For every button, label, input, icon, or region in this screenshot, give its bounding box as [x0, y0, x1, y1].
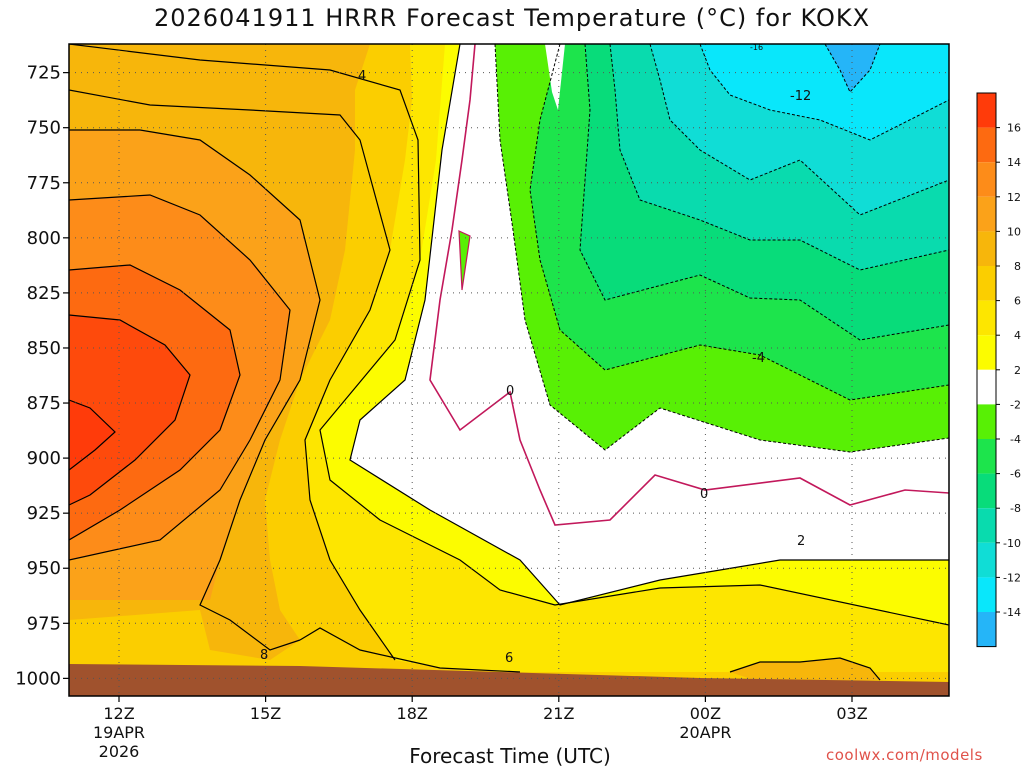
- contour-label-m12: -12: [790, 89, 811, 104]
- isotherm-10: [69, 194, 291, 561]
- contour-fills: [69, 44, 949, 696]
- y-tick-label: 900: [27, 448, 61, 469]
- isotherm-4: [69, 44, 949, 626]
- x-tick-label: 21Z: [543, 704, 574, 723]
- colorbar-label: -10: [1003, 537, 1021, 550]
- colorbar-swatch: [977, 612, 996, 647]
- y-tick-label: 850: [27, 338, 61, 359]
- fill-16-18: [69, 315, 190, 505]
- grid-lines: [69, 44, 949, 696]
- x-tick-sublabel: 19APR: [93, 723, 145, 742]
- y-tick-label: 775: [27, 173, 61, 194]
- colorbar-swatch: [977, 335, 996, 370]
- colorbar-label: 8: [1014, 260, 1021, 273]
- credit-text: coolwx.com/models: [826, 746, 983, 764]
- contour-label-m16: -16: [750, 43, 763, 52]
- contour-label-group: 4 -12 0 -4 0 2 8 6 -16: [260, 43, 811, 666]
- contour-label-8: 8: [260, 648, 268, 663]
- contour-label-0-upper: 0: [506, 384, 514, 399]
- contour-label-6: 6: [505, 651, 513, 666]
- y-tick-label: 925: [27, 503, 61, 524]
- y-tick-label: 975: [27, 613, 61, 634]
- colorbar-label: 14: [1007, 156, 1021, 169]
- isotherm-8: [69, 129, 321, 651]
- isotherm-m14: [824, 44, 881, 93]
- isotherm-m2: [494, 44, 949, 453]
- y-tick-label: 950: [27, 558, 61, 579]
- fill-bump: [730, 658, 880, 682]
- x-tick-label: 12Z: [103, 704, 134, 723]
- contour-label-2: 2: [797, 534, 805, 549]
- x-tick-label: 18Z: [397, 704, 428, 723]
- colorbar-swatch: [977, 300, 996, 336]
- colorbar-swatch: [977, 473, 996, 509]
- x-tick-label: 15Z: [250, 704, 281, 723]
- fill-m12-m10: [700, 44, 949, 140]
- isotherm-m12: [699, 44, 949, 141]
- chart-title: 2026041911 HRRR Forecast Temperature (°C…: [153, 4, 871, 32]
- colorbar-label: -2: [1010, 398, 1021, 411]
- isotherm-0: [429, 44, 949, 526]
- isotherm-sliver: [458, 230, 471, 291]
- colorbar-label: -14: [1003, 606, 1021, 619]
- isotherm-m6: [579, 44, 949, 341]
- colorbar-label: -4: [1010, 433, 1021, 446]
- fill-notch: [545, 44, 565, 110]
- colorbar-swatch: [977, 508, 996, 543]
- x-tick-label: 03Z: [836, 704, 867, 723]
- isotherm-14: [69, 314, 191, 506]
- colorbar-swatch: [977, 231, 996, 266]
- x-tick-sublabel: 20APR: [679, 723, 731, 742]
- colorbar-label: -6: [1010, 468, 1021, 481]
- isotherm-2: [349, 44, 949, 606]
- colorbar-swatch: [977, 93, 996, 128]
- y-axis: 725 750 775 800 825 850 875 900 925 950 975 1000: [15, 63, 69, 689]
- ground-fill: [69, 664, 949, 696]
- isotherm-m10: [649, 44, 949, 216]
- colorbar-label: 2: [1014, 364, 1021, 377]
- y-tick-label: 825: [27, 283, 61, 304]
- isotherm-6-bump: [729, 657, 881, 681]
- y-tick-label: 750: [27, 118, 61, 139]
- isotherm-m8: [609, 44, 949, 271]
- colorbar-swatch: [977, 127, 996, 163]
- colorbar-swatch: [977, 439, 996, 474]
- colorbar-label: 16: [1007, 122, 1021, 135]
- y-tick-label: 1000: [15, 668, 61, 689]
- isotherm-6: [69, 89, 396, 661]
- y-tick-label: 875: [27, 393, 61, 414]
- colorbar-label: 10: [1007, 225, 1021, 238]
- plot-frame: [68, 43, 950, 697]
- y-tick-label: 800: [27, 228, 61, 249]
- x-tick-sublabel: 2026: [99, 742, 140, 761]
- colorbar-label: -8: [1010, 502, 1021, 515]
- x-axis-title: Forecast Time (UTC): [409, 744, 611, 768]
- y-tick-label: 725: [27, 63, 61, 84]
- colorbar-swatch: [977, 162, 996, 197]
- colorbar-swatch: [977, 266, 996, 301]
- colorbar-swatch: [977, 542, 996, 578]
- isotherm-m4: [529, 44, 949, 401]
- colorbar-label: 6: [1014, 295, 1021, 308]
- contour-label-4: 4: [358, 69, 366, 84]
- colorbar-swatch: [977, 577, 996, 612]
- colorbar-swatch: [977, 196, 996, 232]
- contour-label-0-lower: 0: [700, 487, 708, 502]
- fill-18-20: [69, 400, 115, 470]
- contour-lines: [69, 44, 949, 681]
- colorbar: 16 14 12 10 8 6 4 2 -2 -4 -6 -8 -10 -12 -14: [976, 92, 1021, 648]
- isotherm-12: [69, 264, 241, 541]
- colorbar-label: 4: [1014, 329, 1021, 342]
- isotherm-16: [69, 399, 116, 471]
- colorbar-label: -12: [1003, 571, 1021, 584]
- x-tick-label: 00Z: [690, 704, 721, 723]
- contour-label-m4: -4: [752, 351, 765, 366]
- colorbar-swatch: [977, 404, 996, 439]
- colorbar-label: 12: [1007, 191, 1021, 204]
- isotherm-6-low: [299, 627, 521, 673]
- colorbar-swatch: [977, 369, 996, 405]
